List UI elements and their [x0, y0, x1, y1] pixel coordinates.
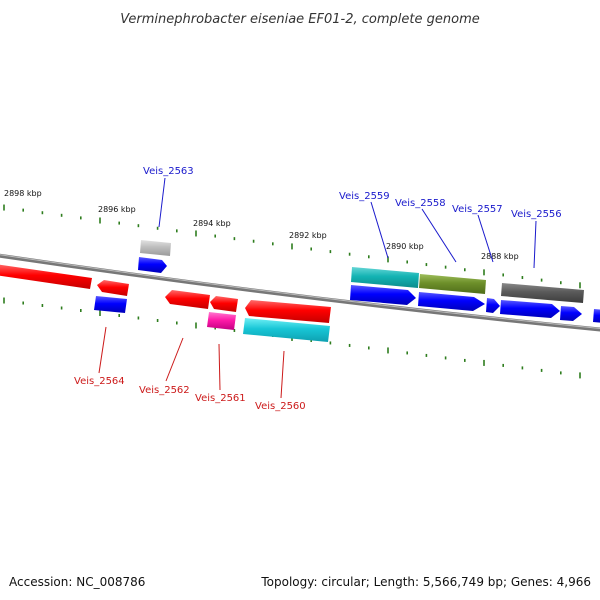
gene-label[interactable]: Veis_2559 [339, 191, 390, 202]
leader-line [477, 214, 494, 263]
gene-label[interactable]: Veis_2556 [511, 209, 562, 220]
gene-label[interactable]: Veis_2562 [139, 385, 190, 396]
feature-red-gene[interactable] [210, 296, 238, 312]
feature-blue-gene[interactable] [350, 285, 416, 305]
genome-title: Verminephrobacter eiseniae EF01-2, compl… [120, 12, 479, 27]
feature-magenta-gene[interactable] [207, 312, 236, 330]
leader-line [533, 220, 537, 269]
feature-teal-gene[interactable] [351, 267, 419, 288]
feature-cyan-gene[interactable] [243, 318, 330, 342]
tick-label: 2892 kbp [289, 231, 327, 240]
gene-label[interactable]: Veis_2557 [452, 204, 503, 215]
leader-line [218, 343, 221, 391]
tick-label: 2894 kbp [193, 219, 231, 228]
feature-red-gene[interactable] [97, 280, 129, 296]
gene-label[interactable]: Veis_2564 [74, 376, 125, 387]
feature-red-gene[interactable] [0, 264, 92, 289]
gene-label[interactable]: Veis_2560 [255, 401, 306, 412]
leader-line [421, 208, 457, 263]
genome-backbone [0, 253, 600, 332]
feature-gray-gene[interactable] [140, 240, 171, 256]
feature-red-gene[interactable] [165, 290, 210, 309]
feature-blue-gene[interactable] [593, 309, 600, 323]
feature-blue-gene[interactable] [486, 298, 500, 313]
feature-olive-gene[interactable] [419, 274, 486, 294]
tick-label: 2896 kbp [98, 205, 136, 214]
feature-blue-gene[interactable] [500, 300, 560, 318]
genome-backbone-highlight [0, 254, 600, 330]
feature-gray-gene[interactable] [501, 283, 584, 303]
gene-label[interactable]: Veis_2561 [195, 393, 246, 404]
tick-marks-outer [3, 204, 581, 289]
leader-line [165, 337, 184, 382]
leader-line [98, 326, 107, 374]
tick-label: 2890 kbp [386, 242, 424, 251]
tick-label: 2888 kbp [481, 252, 519, 261]
leader-line [370, 201, 389, 259]
tick-label: 2898 kbp [4, 189, 42, 198]
feature-blue-gene[interactable] [94, 296, 127, 313]
leader-line [280, 350, 285, 399]
accession-text: Accession: NC_008786 [9, 575, 145, 589]
gene-label[interactable]: Veis_2563 [143, 166, 194, 177]
leader-line [158, 177, 166, 228]
feature-blue-gene[interactable] [138, 257, 167, 273]
feature-blue-gene[interactable] [418, 292, 485, 311]
feature-blue-gene[interactable] [560, 306, 582, 321]
leader-lines [98, 177, 537, 399]
feature-red-gene[interactable] [245, 300, 331, 323]
topology-summary: Topology: circular; Length: 5,566,749 bp… [260, 575, 591, 589]
gene-label[interactable]: Veis_2558 [395, 198, 446, 209]
